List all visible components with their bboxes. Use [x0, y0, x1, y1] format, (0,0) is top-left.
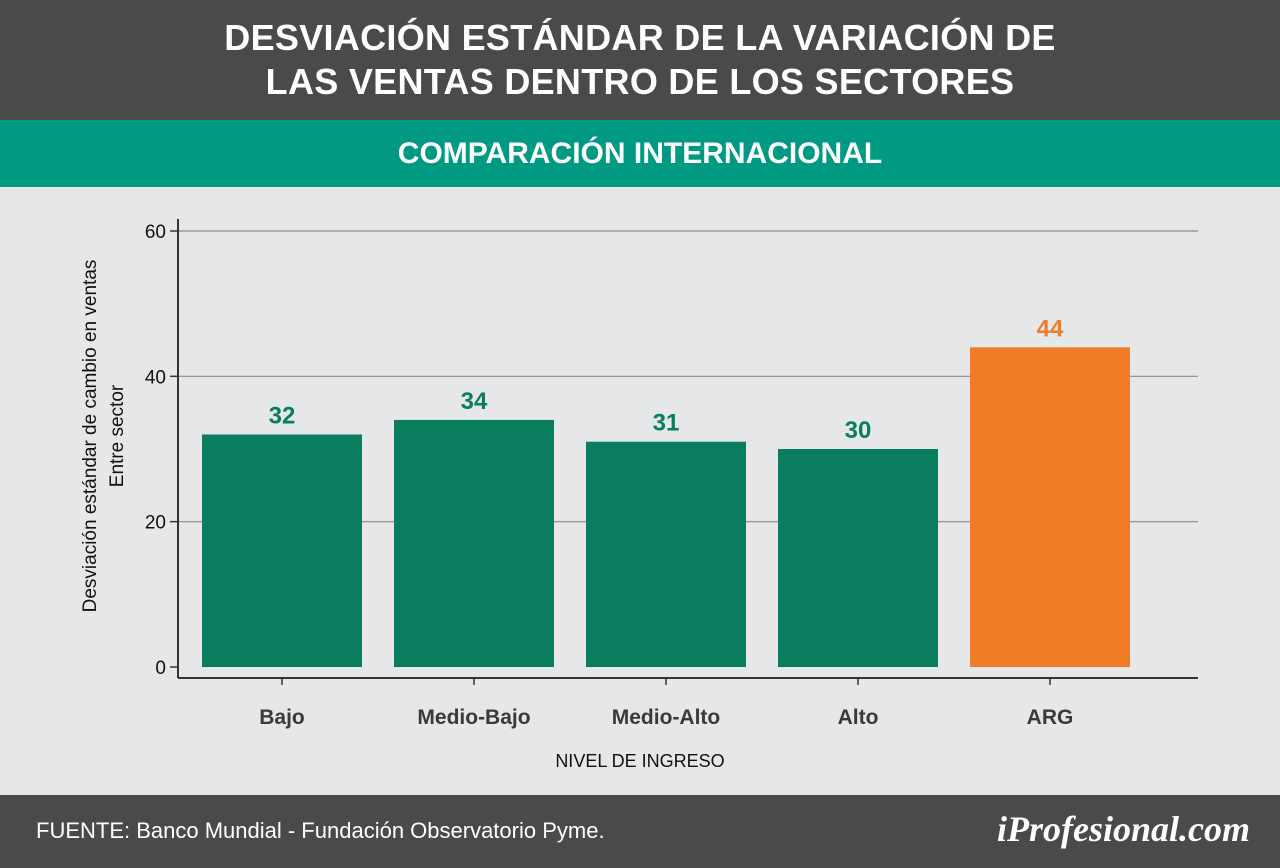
x-tick-label: Medio-Bajo [417, 706, 530, 729]
y-tick-label: 0 [155, 658, 166, 679]
data-labels: 32 34 31 30 44 [269, 315, 1064, 444]
y-tick-label: 60 [145, 222, 166, 243]
bars [202, 347, 1130, 667]
y-axis-label-line-1: Desviación estándar de cambio en ventas [80, 260, 101, 613]
data-label: 34 [461, 388, 488, 415]
chart-header: DESVIACIÓN ESTÁNDAR DE LA VARIACIÓN DE L… [0, 0, 1280, 120]
chart-title-line-2: LAS VENTAS DENTRO DE LOS SECTORES [265, 61, 1015, 102]
bar-chart: 0 20 40 60 32 34 31 30 44 Bajo Medio-Bajo Medio-A… [80, 219, 1198, 771]
y-ticks: 0 20 40 60 [145, 222, 178, 679]
bar-alto [778, 449, 938, 667]
chart-subtitle: COMPARACIÓN INTERNACIONAL [0, 120, 1280, 187]
bar-medio-bajo [394, 419, 554, 667]
bar-medio-alto [586, 441, 746, 667]
y-axis-label-line-2: Entre sector [107, 384, 128, 487]
chart-title-line-1: DESVIACIÓN ESTÁNDAR DE LA VARIACIÓN DE [224, 17, 1056, 58]
bar-bajo [202, 434, 362, 667]
data-label: 30 [845, 417, 872, 444]
chart-footer: FUENTE: Banco Mundial - Fundación Observ… [0, 795, 1280, 868]
y-tick-label: 40 [145, 367, 166, 388]
y-tick-label: 20 [145, 513, 166, 534]
source-note: FUENTE: Banco Mundial - Fundación Observ… [36, 818, 605, 843]
x-axis-label: NIVEL DE INGRESO [555, 751, 724, 771]
x-tick-label: ARG [1027, 706, 1074, 729]
data-label: 44 [1037, 315, 1064, 342]
brand-logo: iProfesional.com [997, 809, 1250, 849]
chart-area: 0 20 40 60 32 34 31 30 44 Bajo Medio-Bajo Medio-A… [0, 187, 1280, 795]
data-label: 31 [653, 410, 680, 437]
data-label: 32 [269, 402, 296, 429]
bar-arg [970, 347, 1130, 667]
x-tick-label: Alto [838, 706, 879, 729]
x-ticks: Bajo Medio-Bajo Medio-Alto Alto ARG [259, 678, 1073, 729]
x-tick-label: Bajo [259, 706, 305, 729]
x-tick-label: Medio-Alto [612, 706, 720, 729]
